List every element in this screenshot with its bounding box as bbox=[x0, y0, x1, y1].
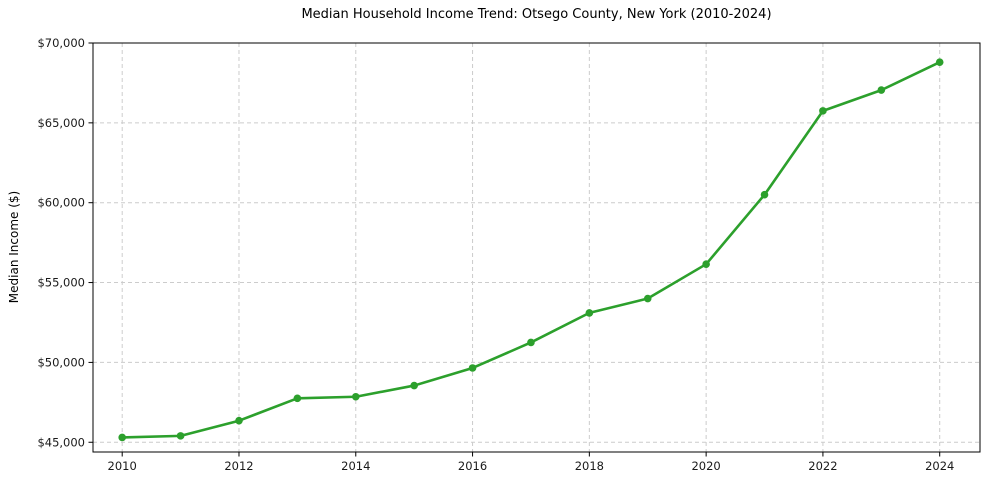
data-point-2013 bbox=[293, 394, 302, 403]
data-point-2016 bbox=[468, 364, 477, 372]
x-tick-label: 2012 bbox=[224, 459, 253, 473]
data-point-2022 bbox=[819, 107, 827, 115]
y-tick-label: $45,000 bbox=[37, 435, 85, 449]
y-tick-label: $55,000 bbox=[37, 276, 85, 290]
y-tick-label: $60,000 bbox=[37, 196, 85, 210]
data-point-2018 bbox=[585, 309, 594, 317]
x-tick-label: 2020 bbox=[691, 459, 720, 473]
data-point-2019 bbox=[643, 294, 652, 303]
data-point-2015 bbox=[410, 381, 418, 390]
y-tick-label: $70,000 bbox=[37, 36, 85, 50]
x-tick-label: 2014 bbox=[341, 459, 370, 473]
x-tick-label: 2018 bbox=[575, 459, 604, 473]
data-point-2024 bbox=[935, 58, 944, 66]
y-tick-label: $65,000 bbox=[37, 116, 85, 130]
data-point-2017 bbox=[527, 338, 535, 347]
data-point-2011 bbox=[176, 432, 185, 440]
chart-title: Median Household Income Trend: Otsego Co… bbox=[301, 7, 772, 22]
y-tick-label: $50,000 bbox=[37, 355, 85, 369]
x-tick-label: 2022 bbox=[808, 459, 837, 473]
x-tick-label: 2024 bbox=[925, 459, 954, 473]
plot-border bbox=[92, 42, 981, 453]
income-trend-line bbox=[120, 60, 942, 439]
x-tick-label: 2010 bbox=[108, 459, 137, 473]
data-point-2023 bbox=[877, 86, 886, 94]
data-point-2021 bbox=[760, 190, 769, 199]
data-point-2012 bbox=[235, 416, 243, 425]
data-point-2020 bbox=[702, 260, 710, 268]
x-tick-label: 2016 bbox=[458, 459, 487, 473]
data-point-2014 bbox=[351, 392, 360, 401]
data-point-2010 bbox=[118, 433, 126, 442]
